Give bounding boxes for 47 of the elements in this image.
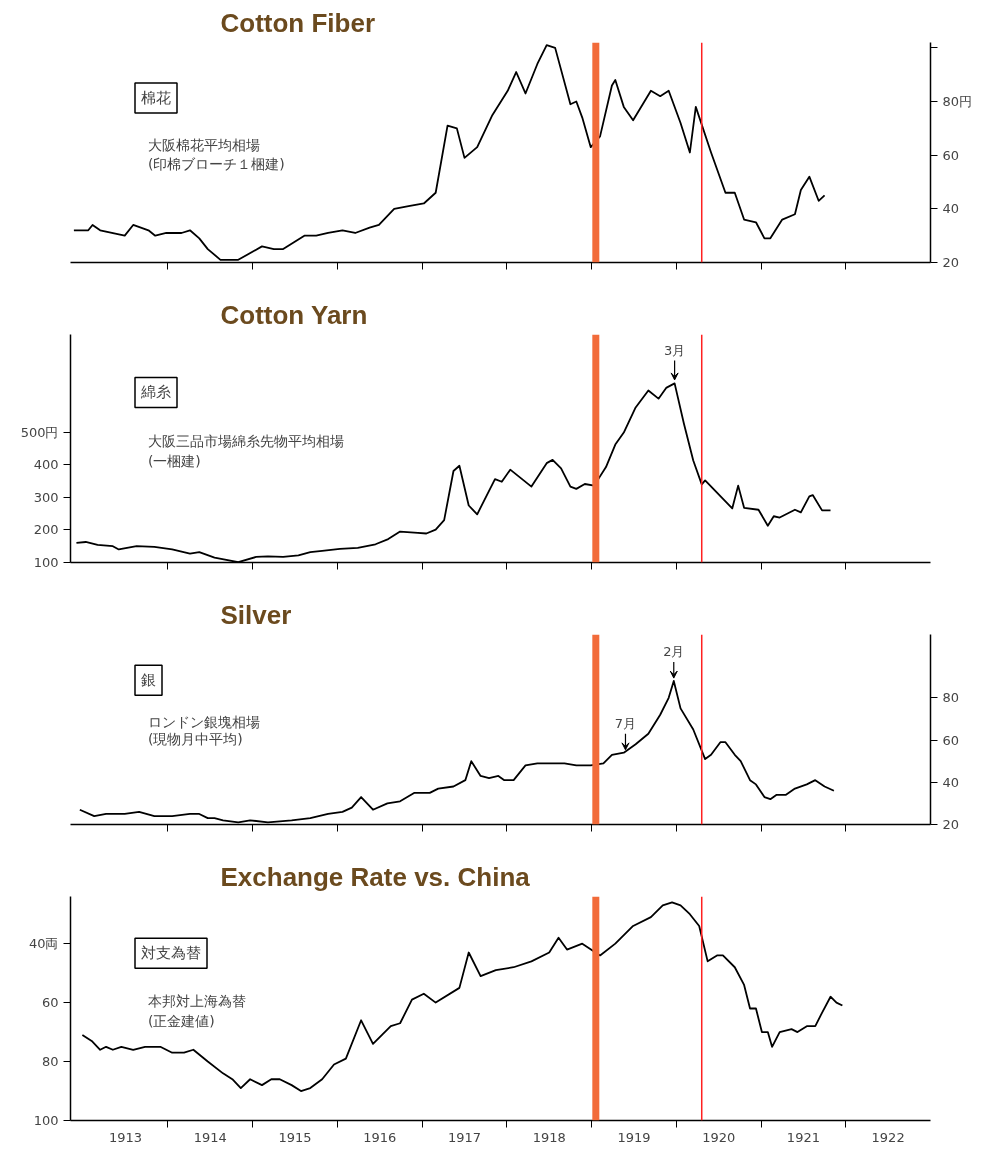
x-tick-label: 1919	[617, 1129, 651, 1145]
y-tick-label: 40	[942, 201, 960, 217]
annotation: 本邦対上海為替	[147, 992, 246, 1009]
y-tick-label: 20	[942, 817, 960, 832]
annotation: (現物月中平均)	[147, 730, 243, 747]
annotation: ロンドン銀塊相場	[147, 713, 260, 730]
text: 綿糸	[140, 383, 171, 402]
y-tick-label: 80	[41, 1054, 59, 1070]
x-tick-label: 1916	[363, 1129, 397, 1145]
annotation: (一梱建)	[147, 453, 201, 470]
annotation: (正金建値)	[147, 1012, 215, 1029]
y-tick-label: 100	[33, 1113, 59, 1128]
x-tick-label: 1914	[193, 1129, 227, 1145]
x-tick-label: 1915	[278, 1129, 312, 1145]
y-tick-label: 100	[33, 555, 59, 570]
x-tick-label: 1917	[447, 1129, 482, 1145]
chart-title: Exchange Rate vs. China	[220, 861, 531, 892]
y-tick-label: 60	[942, 732, 960, 748]
annotation: 3月	[663, 342, 686, 358]
annotation: 大阪棉花平均相場	[147, 136, 260, 153]
y-tick-label: 500円	[20, 424, 59, 440]
chart-title: Cotton Yarn	[220, 299, 368, 330]
y-tick-label: 80円	[942, 94, 973, 110]
x-tick-label: 1920	[702, 1129, 736, 1145]
y-tick-label: 60	[942, 147, 960, 163]
y-tick-label: 400	[33, 457, 59, 473]
chart-title: Cotton Fiber	[220, 7, 376, 38]
x-tick-label: 1918	[532, 1129, 566, 1145]
annotation: (印棉ブローチ１梱建)	[147, 156, 285, 173]
chart-title: Silver	[220, 599, 292, 630]
y-tick-label: 40両	[28, 936, 59, 952]
x-tick-label: 1921	[786, 1129, 820, 1145]
annotation: 7月	[614, 715, 637, 731]
annotation: 大阪三品市場綿糸先物平均相場	[147, 432, 344, 449]
y-tick-label: 300	[33, 489, 59, 505]
y-tick-label: 200	[33, 522, 59, 538]
x-tick-label: 1922	[871, 1129, 905, 1145]
x-tick-label: 1913	[109, 1129, 143, 1145]
annotation: 2月	[663, 643, 685, 659]
text: 銀	[141, 671, 156, 690]
y-tick-label: 40	[942, 774, 960, 790]
text: 対支為替	[141, 944, 201, 963]
y-tick-label: 60	[41, 995, 59, 1011]
line-series	[81, 901, 844, 1092]
text: 棉花	[141, 88, 171, 107]
y-tick-label: 80	[942, 690, 960, 706]
y-tick-label: 20	[942, 255, 960, 270]
